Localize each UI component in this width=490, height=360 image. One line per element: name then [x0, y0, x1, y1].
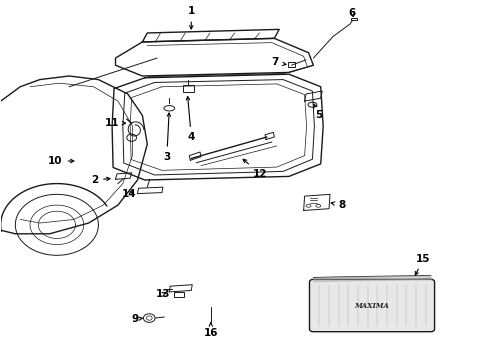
- Text: 15: 15: [416, 254, 431, 275]
- Bar: [174, 292, 184, 297]
- Text: MAXIMA: MAXIMA: [355, 302, 390, 310]
- Text: 2: 2: [91, 175, 110, 185]
- Text: 14: 14: [122, 189, 136, 199]
- Text: 12: 12: [243, 159, 267, 179]
- Text: 10: 10: [48, 156, 74, 166]
- Text: 5: 5: [314, 104, 323, 120]
- Text: 3: 3: [163, 113, 171, 162]
- Text: 7: 7: [271, 57, 286, 67]
- Bar: [288, 62, 295, 67]
- Text: 13: 13: [156, 289, 170, 299]
- Text: 16: 16: [203, 323, 218, 338]
- Text: 11: 11: [105, 118, 125, 128]
- Text: 9: 9: [132, 314, 142, 324]
- Text: 1: 1: [188, 6, 195, 29]
- Text: 8: 8: [331, 200, 345, 210]
- Text: 4: 4: [186, 96, 195, 142]
- FancyBboxPatch shape: [310, 279, 435, 332]
- Text: 6: 6: [349, 8, 356, 18]
- Bar: [351, 18, 357, 21]
- Bar: [183, 85, 194, 92]
